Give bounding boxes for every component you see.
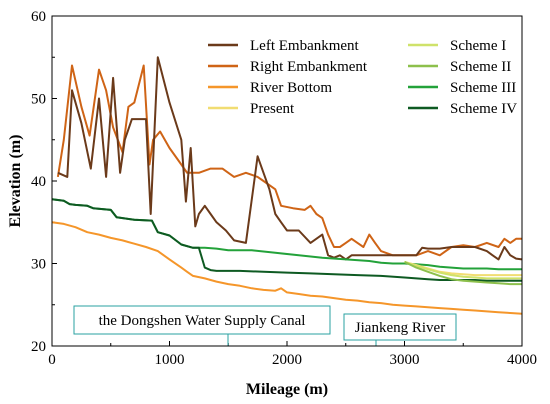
- legend-label-river-bottom: River Bottom: [250, 80, 332, 96]
- legend-label-scheme-ii: Scheme II: [450, 59, 511, 75]
- annotation-jiankeng-river-box: [343, 313, 457, 341]
- legend-label-left-embankment: Left Embankment: [250, 38, 360, 54]
- x-axis-title: Mileage (m): [246, 381, 328, 398]
- legend-label-scheme-i: Scheme I: [450, 38, 506, 54]
- annotation-the-dongshen-water-supply-canal: the Dongshen Water Supply Canal: [99, 313, 306, 329]
- legend: Left Embankment Right Embankment River Bot…: [208, 38, 517, 117]
- x-tick-label: 4000: [507, 352, 537, 368]
- series-lines: [51, 56, 523, 315]
- legend-label-present: Present: [250, 101, 295, 117]
- axis-labels: 0 1000 2000 3000 4000 20 30 40 50 60 Mileage (m) El…: [7, 9, 537, 398]
- annotation-the-dongshen-water-supply-canal-box: [73, 305, 331, 335]
- legend-label-scheme-iv: Scheme IV: [450, 101, 517, 117]
- y-tick-label: 60: [31, 9, 46, 25]
- y-tick-label: 30: [31, 257, 46, 273]
- y-axis-title: Elevation (m): [7, 135, 24, 228]
- annotation-jiankeng-river: Jiankeng River: [355, 320, 445, 336]
- series-line-scheme-i: [404, 260, 522, 280]
- x-tick-label: 2000: [272, 352, 302, 368]
- series-line-river-bottom: [51, 221, 523, 315]
- x-tick-label: 1000: [155, 352, 185, 368]
- series-line-left-embankment: [57, 56, 523, 261]
- y-tick-label: 20: [31, 339, 46, 355]
- x-tick-label: 0: [48, 352, 56, 368]
- y-tick-label: 50: [31, 92, 46, 108]
- x-tick-label: 3000: [390, 352, 420, 368]
- y-tick-label: 40: [31, 174, 46, 190]
- series-line-right-embankment: [56, 64, 522, 257]
- series-line-scheme-iii: [51, 198, 522, 271]
- legend-label-right-embankment: Right Embankment: [250, 59, 368, 75]
- plot-frame: [51, 15, 523, 347]
- series-line-scheme-ii: [404, 260, 522, 286]
- legend-label-scheme-iii: Scheme III: [450, 80, 516, 96]
- annotations: the Dongshen Water Supply Canal Jiankeng …: [73, 305, 457, 346]
